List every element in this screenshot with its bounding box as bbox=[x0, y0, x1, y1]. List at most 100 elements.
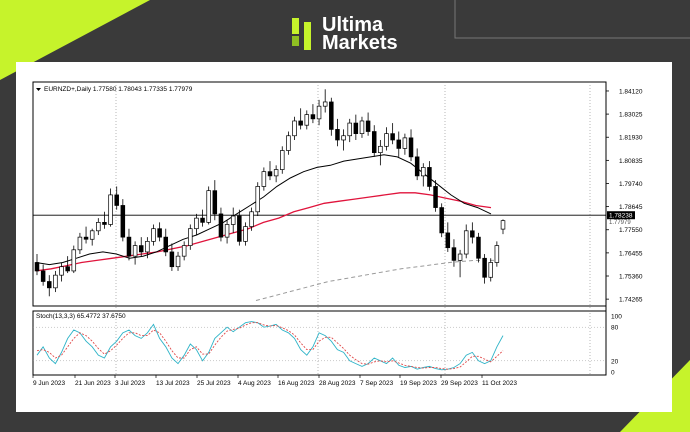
price-tick-label: 1.75360 bbox=[619, 274, 643, 281]
candle-body bbox=[255, 186, 260, 213]
stoch-tick-label: 80 bbox=[611, 325, 619, 332]
chart-header: EURNZD+,Daily 1.77580 1.78043 1.77335 1.… bbox=[44, 86, 193, 93]
candle-body bbox=[451, 247, 457, 261]
price-tick-label: 1.83025 bbox=[619, 112, 643, 119]
candle-body bbox=[237, 215, 242, 242]
sma-long-line bbox=[255, 259, 498, 301]
candle-body bbox=[280, 150, 285, 170]
candle-body bbox=[200, 217, 205, 223]
current-price-label: 1.78238 bbox=[609, 213, 633, 220]
candle-body bbox=[371, 131, 377, 153]
candle-body bbox=[316, 105, 322, 120]
candle-body bbox=[329, 101, 334, 130]
candle-body bbox=[47, 281, 52, 289]
ultima-markets-logo-icon bbox=[292, 18, 311, 50]
brand-wordmark: Ultima Markets bbox=[322, 14, 398, 54]
candle-body bbox=[53, 274, 58, 289]
candle-body bbox=[138, 245, 144, 253]
stoch-plot-frame bbox=[32, 310, 607, 376]
candle-body bbox=[482, 257, 487, 278]
date-tick-label: 3 Jul 2023 bbox=[115, 380, 145, 387]
candle-body bbox=[34, 262, 40, 272]
date-tick-label: 9 Jun 2023 bbox=[33, 380, 66, 387]
candle-body bbox=[341, 135, 346, 141]
candle-body bbox=[249, 211, 254, 227]
candle-body bbox=[402, 137, 408, 149]
date-tick-label: 29 Sep 2023 bbox=[441, 380, 478, 387]
candle-body bbox=[40, 270, 46, 282]
price-tick-label: 1.84120 bbox=[619, 88, 643, 95]
date-tick-label: 25 Jul 2023 bbox=[197, 380, 231, 387]
candle-body bbox=[414, 156, 420, 177]
candle-body bbox=[347, 122, 352, 137]
candle-body bbox=[390, 133, 395, 141]
accent-triangle-top-left bbox=[0, 0, 150, 80]
stoch-tick-label: 100 bbox=[611, 314, 622, 321]
price-tick-label: 1.76455 bbox=[619, 250, 643, 257]
candle-body bbox=[65, 266, 70, 272]
candle-body bbox=[120, 205, 126, 238]
date-tick-label: 11 Oct 2023 bbox=[482, 380, 517, 387]
candle-body bbox=[396, 139, 402, 149]
bid-price-label: 1.77979 bbox=[609, 220, 631, 226]
candle-body bbox=[218, 213, 224, 238]
brand-name-line2: Markets bbox=[322, 32, 398, 54]
stoch-main-line bbox=[36, 321, 504, 371]
candle-body bbox=[433, 186, 438, 208]
price-tick-label: 1.78645 bbox=[619, 204, 643, 211]
candle-body bbox=[230, 215, 236, 225]
candle-body bbox=[310, 114, 316, 120]
candle-body bbox=[304, 114, 310, 126]
candle-body bbox=[59, 266, 64, 276]
candle-body bbox=[292, 120, 297, 137]
candle-body bbox=[212, 190, 218, 215]
candle-body bbox=[261, 171, 267, 187]
candle-body bbox=[476, 236, 481, 259]
decor-line-top-right bbox=[454, 0, 690, 39]
candle-body bbox=[439, 207, 444, 234]
candle-body bbox=[421, 167, 426, 177]
candle-body bbox=[102, 222, 107, 225]
brand-name-line1: Ultima bbox=[322, 14, 384, 36]
date-tick-label: 7 Sep 2023 bbox=[360, 380, 394, 387]
candle-body bbox=[169, 251, 175, 268]
candle-body bbox=[286, 135, 291, 151]
price-tick-label: 1.79740 bbox=[619, 181, 643, 188]
candle-body bbox=[132, 245, 138, 257]
candle-body bbox=[157, 228, 162, 238]
candle-body bbox=[224, 224, 230, 238]
stoch-tick-label: 20 bbox=[611, 358, 619, 365]
date-tick-label: 21 Jun 2023 bbox=[75, 380, 111, 387]
candle-body bbox=[206, 190, 211, 223]
stoch-signal-line bbox=[36, 322, 504, 370]
candle-body bbox=[71, 249, 77, 272]
price-chart[interactable]: 1.84120 1.83025 1.81930 1.80835 1.79740 1.786… bbox=[16, 62, 672, 412]
candle-body bbox=[488, 262, 493, 278]
candle-body bbox=[457, 253, 463, 261]
candle-body bbox=[96, 222, 101, 232]
candle-body bbox=[243, 226, 248, 242]
candle-body bbox=[188, 228, 193, 246]
candle-body bbox=[408, 137, 414, 158]
candle-body bbox=[181, 245, 187, 257]
candle-body bbox=[365, 120, 371, 132]
candle-body bbox=[470, 230, 475, 238]
candle-body bbox=[335, 129, 340, 141]
candle-body bbox=[194, 217, 199, 230]
candle-body bbox=[145, 241, 150, 253]
candle-body bbox=[427, 167, 432, 187]
candle-body bbox=[83, 236, 89, 240]
candle-body bbox=[151, 228, 156, 242]
candle-body bbox=[175, 255, 181, 268]
price-tick-label: 1.77550 bbox=[619, 227, 643, 234]
date-tick-label: 19 Sep 2023 bbox=[400, 380, 437, 387]
chart-menu-arrow-icon[interactable] bbox=[36, 88, 41, 91]
candle-body bbox=[384, 133, 389, 147]
candle-body bbox=[273, 169, 279, 177]
current-price-box bbox=[607, 211, 635, 220]
candle-body bbox=[89, 230, 95, 240]
price-tick-label: 1.80835 bbox=[619, 158, 643, 165]
date-tick-label: 28 Aug 2023 bbox=[319, 380, 356, 387]
candle-body bbox=[298, 120, 303, 126]
date-tick-label: 13 Jul 2023 bbox=[156, 380, 190, 387]
